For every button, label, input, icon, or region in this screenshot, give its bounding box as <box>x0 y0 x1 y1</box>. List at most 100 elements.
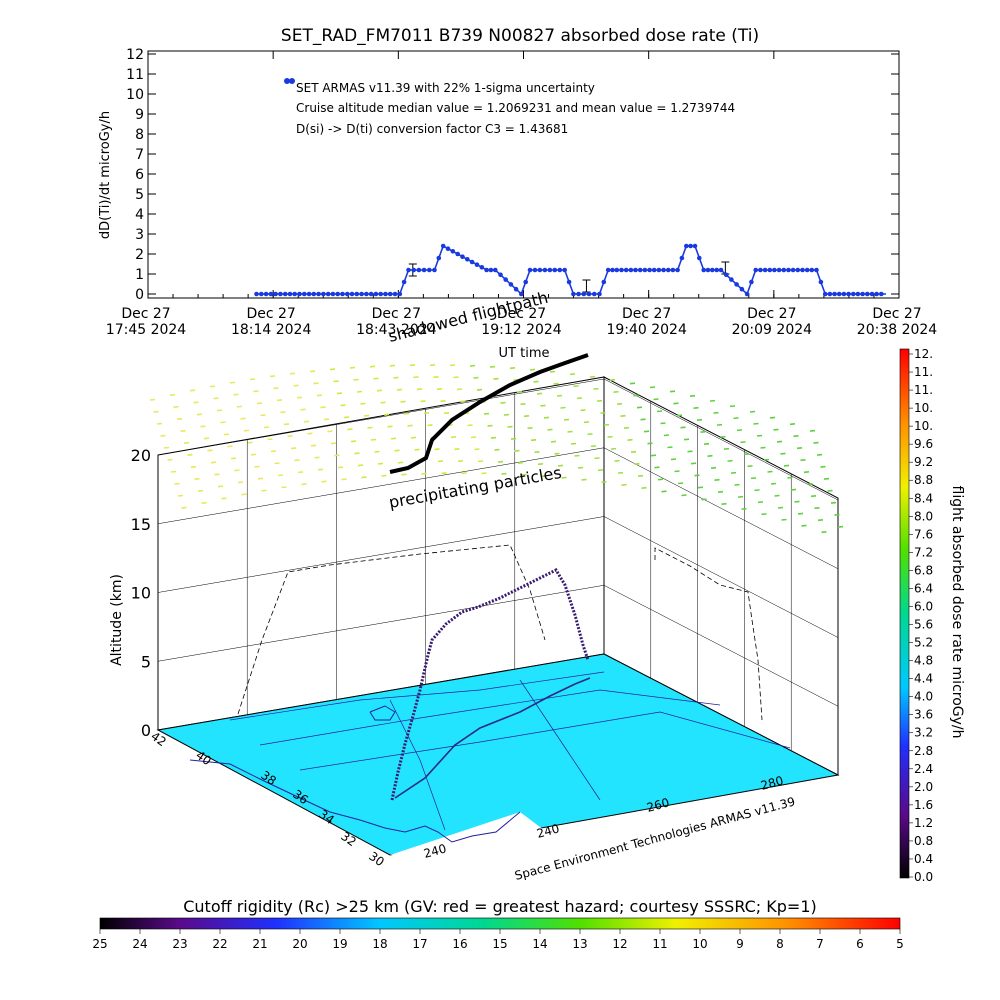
particle-mark <box>720 435 726 438</box>
grid-line-back <box>157 516 605 593</box>
particle-mark <box>601 481 607 484</box>
particle-mark <box>187 453 193 456</box>
particle-mark <box>721 502 727 506</box>
dose-colorbar-tick-label: 0.8 <box>914 834 933 848</box>
particle-mark <box>670 458 677 461</box>
data-point <box>450 249 456 254</box>
data-point <box>325 291 331 297</box>
particle-mark <box>316 394 323 397</box>
particle-mark <box>294 459 300 462</box>
particle-mark <box>594 457 600 460</box>
particle-mark <box>683 438 690 441</box>
particle-mark <box>354 452 360 455</box>
data-point <box>397 291 403 297</box>
data-point <box>436 255 442 261</box>
particle-mark <box>527 427 533 430</box>
particle-mark <box>207 449 213 452</box>
particle-mark <box>470 436 477 439</box>
grid-line-back <box>157 585 605 662</box>
particle-mark <box>329 368 336 371</box>
data-point <box>827 291 833 297</box>
data-point <box>479 265 485 270</box>
particle-mark <box>163 446 170 449</box>
particle-mark <box>234 469 240 472</box>
particle-mark <box>714 478 720 482</box>
particle-mark <box>537 463 544 466</box>
particle-mark <box>540 404 546 407</box>
rigidity-colorbar-tick-label: 12 <box>612 937 627 951</box>
data-point <box>705 267 711 273</box>
x-tick-label-time: 18:14 2024 <box>231 322 312 338</box>
data-point <box>697 255 702 261</box>
rigidity-colorbar-label: Cutoff rigidity (Rc) >25 km (GV: red = g… <box>183 897 817 916</box>
data-point <box>614 267 620 273</box>
particle-mark <box>301 483 307 486</box>
particle-mark <box>436 387 443 391</box>
particle-mark <box>457 459 464 463</box>
particle-mark <box>153 410 159 413</box>
particle-mark <box>434 448 440 451</box>
particle-mark <box>647 442 653 445</box>
particle-mark <box>361 476 367 479</box>
particle-mark <box>263 426 270 429</box>
y-tick-label: 2 <box>135 247 144 263</box>
data-point <box>592 291 597 297</box>
data-point <box>633 267 638 273</box>
particle-mark <box>489 365 496 368</box>
particle-mark <box>420 400 426 403</box>
data-point <box>832 291 837 297</box>
particle-mark <box>736 429 743 432</box>
particle-mark <box>307 432 313 435</box>
data-point <box>488 267 494 273</box>
particle-mark <box>580 409 586 412</box>
data-point <box>359 291 364 297</box>
particle-mark <box>357 464 364 467</box>
particle-mark <box>241 493 247 496</box>
particle-mark <box>370 438 377 441</box>
particle-mark <box>381 474 387 477</box>
dose-colorbar-tick-label: 12. <box>914 347 933 361</box>
data-point <box>860 291 865 297</box>
particle-mark <box>776 440 783 443</box>
y-tick-label: 11 <box>126 67 144 83</box>
particle-mark <box>360 402 366 405</box>
particle-mark <box>297 471 304 474</box>
particle-mark <box>797 512 804 515</box>
data-point <box>701 267 706 273</box>
dose-colorbar-tick-label: 6.0 <box>914 599 933 613</box>
particle-mark <box>410 436 417 439</box>
rigidity-colorbar-tick-label: 5 <box>896 937 904 951</box>
particle-mark <box>167 458 173 461</box>
data-point <box>387 291 393 297</box>
rigidity-colorbar-tick-label: 7 <box>816 937 824 951</box>
particle-mark <box>689 394 696 398</box>
state-border <box>299 711 791 771</box>
particle-mark <box>190 465 197 468</box>
particle-mark <box>273 387 279 390</box>
rigidity-colorbar-tick-label: 8 <box>776 937 784 951</box>
data-point <box>493 267 498 273</box>
grid-line-back <box>157 447 605 524</box>
altitude-tick-label: 5 <box>141 652 151 671</box>
dose-colorbar-tick-label: 8.4 <box>914 491 933 505</box>
rigidity-colorbar-ticks: 25 24 23 22 21 20 19 18 17 16 15 14 13 12 11 10 9 8 7 6 5 <box>92 929 904 951</box>
x-tick-label-time: 19:12 2024 <box>481 322 562 338</box>
particle-mark <box>256 402 263 405</box>
particle-mark <box>429 363 436 367</box>
particle-mark <box>497 460 504 463</box>
particle-mark <box>569 373 576 376</box>
data-point <box>576 291 581 297</box>
data-point <box>781 267 787 273</box>
data-point <box>455 251 461 257</box>
particle-mark <box>493 377 499 380</box>
particle-mark <box>570 442 577 445</box>
particle-mark <box>616 402 623 406</box>
data-point <box>373 291 379 297</box>
particle-mark <box>450 435 457 439</box>
dose-colorbar-tick-label: 8.0 <box>914 509 933 523</box>
particle-mark <box>287 435 293 438</box>
particle-mark <box>589 375 596 378</box>
particle-mark <box>400 400 406 403</box>
data-point <box>316 291 321 297</box>
